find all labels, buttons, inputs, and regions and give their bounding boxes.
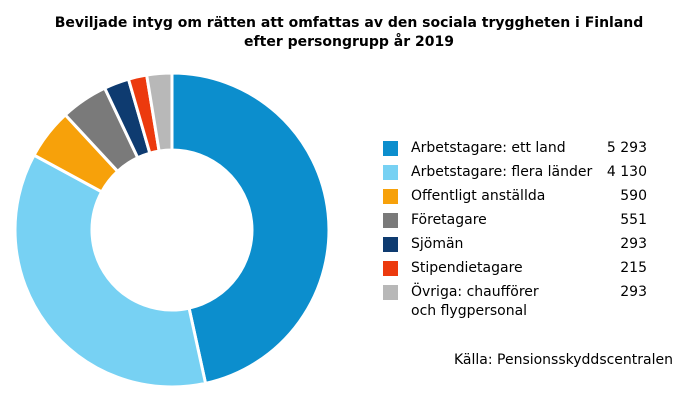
legend-swatch (383, 285, 398, 300)
legend-swatch (383, 189, 398, 204)
legend-label-line: Företagare (411, 212, 487, 228)
legend-label: Stipendietagare (411, 259, 523, 278)
legend-value: 590 (620, 188, 647, 204)
legend-label-line: Övriga: chaufförer (411, 284, 539, 300)
legend-label: Offentligt anställda (411, 187, 545, 206)
legend-label-line: Stipendietagare (411, 260, 523, 276)
source-note: Källa: Pensionsskyddscentralen (453, 352, 673, 368)
legend-item: Arbetstagare: flera länder 4 130 (383, 163, 653, 187)
legend-value: 5 293 (606, 140, 647, 156)
legend-label-line: Arbetstagare: ett land (411, 140, 566, 156)
legend-label-line: Arbetstagare: flera länder (411, 164, 593, 180)
legend-item: Stipendietagare 215 (383, 259, 653, 283)
legend-label-line: Sjömän (411, 236, 464, 252)
legend-label: Arbetstagare: flera länder (411, 163, 592, 182)
chart-title: Beviljade intyg om rätten att omfattas a… (0, 14, 698, 52)
legend-swatch (383, 237, 398, 252)
legend-value: 551 (620, 212, 647, 228)
legend-label-line: och flygpersonal (411, 303, 528, 319)
legend-value: 4 130 (606, 164, 647, 180)
donut-slice-1 (170, 71, 331, 386)
legend-swatch (383, 261, 398, 276)
legend-label: Övriga: chaufförer och flygpersonal (411, 283, 539, 321)
legend-swatch (383, 165, 398, 180)
legend-item: Offentligt anställda 590 (383, 187, 653, 211)
legend-item: Övriga: chaufförer och flygpersonal 293 (383, 283, 653, 325)
donut-slice-7 (144, 71, 174, 153)
chart-title-line-1: Beviljade intyg om rätten att omfattas a… (54, 15, 644, 31)
legend-value: 293 (620, 284, 647, 300)
legend-label: Företagare (411, 211, 487, 230)
legend-value: 293 (620, 236, 647, 252)
legend-label: Arbetstagare: ett land (411, 139, 566, 158)
legend-item: Företagare 551 (383, 211, 653, 235)
legend-label-line: Offentligt anställda (411, 188, 546, 204)
donut-slice-2 (13, 153, 208, 389)
legend-label: Sjömän (411, 235, 463, 254)
legend-item: Arbetstagare: ett land 5 293 (383, 139, 653, 163)
legend-swatch (383, 213, 398, 228)
legend-swatch (383, 141, 398, 156)
legend-value: 215 (620, 260, 647, 276)
chart-title-line-2: efter persongrupp år 2019 (244, 34, 454, 50)
chart-legend: Arbetstagare: ett land 5 293 Arbetstagare:… (383, 139, 653, 325)
legend-item: Sjömän 293 (383, 235, 653, 259)
